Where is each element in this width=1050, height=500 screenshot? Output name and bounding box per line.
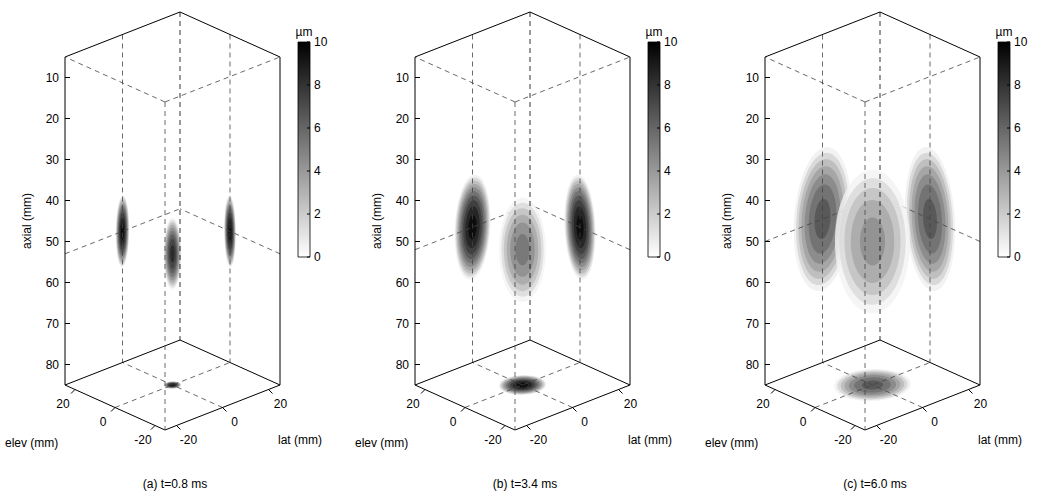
svg-text:0: 0 (581, 415, 588, 429)
svg-text:0: 0 (450, 415, 457, 429)
svg-text:4: 4 (1014, 164, 1021, 178)
svg-text:20: 20 (624, 397, 638, 411)
svg-text:-20: -20 (880, 433, 898, 447)
svg-text:-20: -20 (530, 433, 548, 447)
svg-text:20: 20 (756, 397, 770, 411)
svg-text:0: 0 (314, 250, 321, 264)
svg-text:10: 10 (664, 35, 678, 49)
svg-text:20: 20 (46, 112, 60, 126)
svg-text:µm: µm (996, 25, 1013, 39)
svg-text:8: 8 (664, 78, 671, 92)
svg-text:6: 6 (314, 121, 321, 135)
svg-text:axial (mm): axial (mm) (370, 193, 384, 249)
svg-text:axial (mm): axial (mm) (20, 193, 34, 249)
svg-text:40: 40 (396, 194, 410, 208)
svg-text:0: 0 (800, 415, 807, 429)
svg-text:50: 50 (746, 235, 760, 249)
svg-text:20: 20 (746, 112, 760, 126)
svg-text:(c) t=6.0 ms: (c) t=6.0 ms (843, 477, 907, 491)
svg-text:20: 20 (974, 397, 988, 411)
svg-text:70: 70 (396, 317, 410, 331)
svg-text:6: 6 (664, 121, 671, 135)
svg-text:20: 20 (274, 397, 288, 411)
svg-text:6: 6 (1014, 121, 1021, 135)
svg-text:elev (mm): elev (mm) (355, 436, 408, 450)
svg-text:80: 80 (746, 358, 760, 372)
svg-text:10: 10 (314, 35, 328, 49)
svg-text:elev (mm): elev (mm) (705, 436, 758, 450)
svg-text:lat (mm): lat (mm) (278, 433, 322, 447)
svg-text:10: 10 (746, 71, 760, 85)
svg-text:-20: -20 (180, 433, 198, 447)
svg-text:4: 4 (664, 164, 671, 178)
svg-text:axial (mm): axial (mm) (720, 193, 734, 249)
svg-text:-20: -20 (134, 433, 152, 447)
svg-text:0: 0 (931, 415, 938, 429)
svg-text:2: 2 (314, 207, 321, 221)
svg-text:10: 10 (46, 71, 60, 85)
svg-text:60: 60 (46, 276, 60, 290)
svg-text:(b) t=3.4 ms: (b) t=3.4 ms (493, 477, 557, 491)
svg-text:-20: -20 (484, 433, 502, 447)
svg-text:lat (mm): lat (mm) (628, 433, 672, 447)
svg-text:60: 60 (396, 276, 410, 290)
svg-text:60: 60 (746, 276, 760, 290)
svg-text:-20: -20 (834, 433, 852, 447)
svg-text:0: 0 (1014, 250, 1021, 264)
svg-text:µm: µm (296, 25, 313, 39)
svg-text:30: 30 (396, 153, 410, 167)
svg-text:2: 2 (664, 207, 671, 221)
svg-text:20: 20 (396, 112, 410, 126)
svg-text:0: 0 (100, 415, 107, 429)
svg-text:0: 0 (664, 250, 671, 264)
svg-text:0: 0 (231, 415, 238, 429)
svg-text:8: 8 (314, 78, 321, 92)
svg-text:10: 10 (396, 71, 410, 85)
svg-text:50: 50 (46, 235, 60, 249)
svg-text:10: 10 (1014, 35, 1028, 49)
svg-text:40: 40 (746, 194, 760, 208)
svg-text:70: 70 (46, 317, 60, 331)
svg-text:40: 40 (46, 194, 60, 208)
svg-text:80: 80 (46, 358, 60, 372)
svg-text:2: 2 (1014, 207, 1021, 221)
svg-text:20: 20 (56, 397, 70, 411)
svg-text:4: 4 (314, 164, 321, 178)
svg-text:20: 20 (406, 397, 420, 411)
svg-text:30: 30 (46, 153, 60, 167)
svg-text:30: 30 (746, 153, 760, 167)
svg-text:80: 80 (396, 358, 410, 372)
svg-text:(a) t=0.8 ms: (a) t=0.8 ms (143, 477, 207, 491)
svg-text:elev (mm): elev (mm) (5, 436, 58, 450)
svg-text:lat (mm): lat (mm) (978, 433, 1022, 447)
svg-text:50: 50 (396, 235, 410, 249)
svg-text:70: 70 (746, 317, 760, 331)
svg-text:µm: µm (646, 25, 663, 39)
svg-text:8: 8 (1014, 78, 1021, 92)
